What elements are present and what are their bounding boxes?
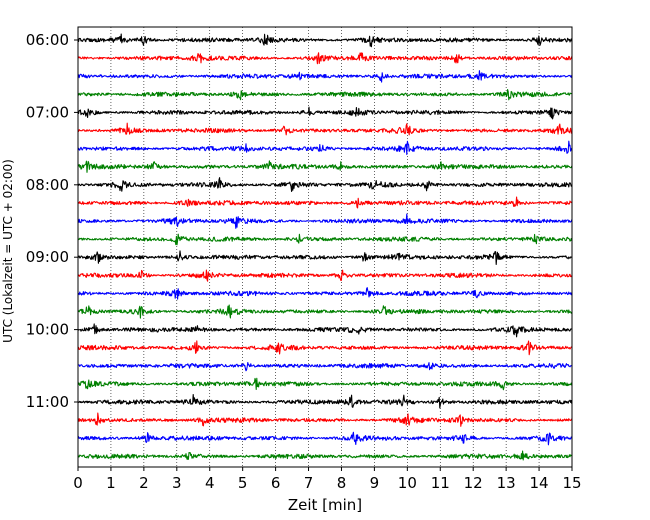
x-tick-label-8: 8: [337, 474, 347, 492]
trace-0815: [77, 196, 573, 209]
x-tick-label-11: 11: [431, 474, 450, 492]
x-axis-label: Zeit [min]: [288, 496, 362, 514]
trace-1115: [77, 412, 573, 427]
trace-0830: [77, 213, 573, 229]
trace-0700: [77, 106, 573, 120]
y-axis-label: UTC (Lokalzeit = UTC + 02:00): [1, 159, 15, 343]
x-tick-label-2: 2: [139, 474, 149, 492]
y-tick-label-1100: 11:00: [26, 393, 69, 411]
trace-1145: [77, 450, 573, 461]
x-tick-label-3: 3: [172, 474, 182, 492]
grid-lines: [110, 27, 540, 467]
trace-0915: [77, 269, 573, 282]
trace-0945: [77, 304, 573, 319]
trace-1015: [77, 340, 572, 356]
x-tick-label-1: 1: [106, 474, 116, 492]
trace-0900: [77, 250, 573, 266]
trace-0715: [77, 122, 573, 136]
y-tick-label-0600: 06:00: [26, 31, 69, 49]
plot-frame: [77, 26, 573, 468]
x-tick-label-7: 7: [304, 474, 314, 492]
y-tick-label-0700: 07:00: [26, 103, 69, 121]
y-tick-label-0800: 08:00: [26, 176, 69, 194]
x-tick-label-15: 15: [562, 474, 581, 492]
trace-0730: [77, 140, 573, 155]
x-tick-label-0: 0: [73, 474, 83, 492]
x-tick-label-13: 13: [497, 474, 516, 492]
traces: [77, 33, 573, 461]
trace-0745: [77, 160, 573, 173]
y-tick-label-1000: 10:00: [26, 321, 69, 339]
trace-0930: [77, 287, 573, 300]
y-tick-label-0900: 09:00: [26, 248, 69, 266]
x-tick-label-12: 12: [464, 474, 483, 492]
trace-0845: [77, 233, 573, 246]
trace-1100: [77, 393, 573, 409]
trace-0645: [77, 89, 572, 101]
x-tick-label-4: 4: [205, 474, 215, 492]
trace-0615: [77, 52, 573, 65]
x-tick-label-9: 9: [370, 474, 380, 492]
x-tick-label-6: 6: [271, 474, 281, 492]
x-tick-label-5: 5: [238, 474, 248, 492]
trace-0630: [77, 70, 573, 83]
x-tick-label-10: 10: [398, 474, 417, 492]
y-ticks: 06:00 07:00 08:00 09:00 10:00 11:00: [26, 31, 78, 411]
trace-0800: [77, 177, 573, 193]
trace-1045: [77, 377, 573, 391]
x-tick-label-14: 14: [530, 474, 549, 492]
x-ticks: 0 1 2 3 4 5 6 7 8 9 10 11 12 13 14 15: [73, 467, 582, 492]
trace-1000: [77, 323, 573, 338]
trace-1130: [77, 431, 572, 446]
trace-1030: [77, 361, 572, 372]
trace-0600: [77, 33, 573, 48]
